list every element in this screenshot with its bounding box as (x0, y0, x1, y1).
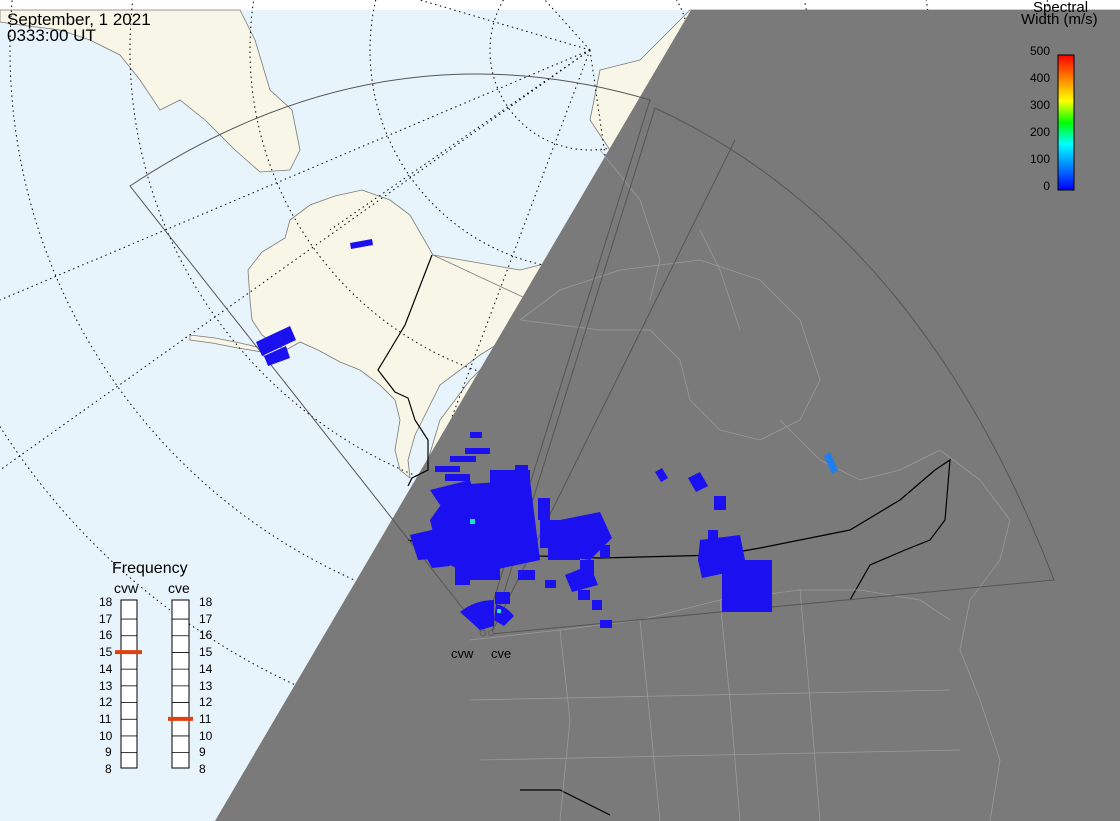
date-label: September, 1 2021 (7, 10, 151, 29)
frequency-scale-label-right: 14 (199, 661, 213, 676)
frequency-scale-label-left: 18 (99, 595, 113, 609)
colorbar-tick: 200 (1029, 125, 1050, 139)
frequency-radar-cve: cve (168, 580, 190, 596)
frequency-scale-label-right: 11 (199, 711, 212, 726)
frequency-scale-label-right: 10 (199, 728, 213, 743)
frequency-scale-label-right: 18 (199, 595, 213, 609)
frequency-gauge-cve (171, 599, 190, 769)
colorbar-tick: 300 (1029, 98, 1050, 112)
frequency-scale-label-right: 16 (199, 628, 213, 643)
frequency-scale-label-left: 10 (99, 728, 113, 743)
frequency-scale-label-left: 16 (99, 628, 113, 643)
colorbar-tick: 500 (1029, 44, 1050, 58)
night-shading (215, 10, 1120, 821)
frequency-markers (115, 650, 193, 721)
frequency-scale-label-left: 15 (99, 645, 113, 660)
echo-cells-high (470, 452, 838, 613)
colorbar (1057, 54, 1075, 191)
frequency-title: Frequency (112, 560, 188, 577)
radar-label-cve: cve (491, 646, 512, 661)
radar-label-cvw: cvw (451, 646, 474, 661)
frequency-scale-label-left: 17 (99, 611, 113, 626)
frequency-scale-label-right: 17 (199, 611, 213, 626)
frequency-scale-label-left: 13 (99, 678, 113, 693)
fov-cvw (129, 73, 651, 635)
frequency-scale-label-left: 8 (105, 762, 112, 776)
land-alaska (247, 189, 541, 479)
frequency-scale-label-left: 12 (99, 695, 113, 710)
frequency-scale-label-left: 9 (105, 745, 112, 760)
colorbar-title-line2: Width (m/s) (1021, 11, 1098, 28)
frequency-gauge-ticks (121, 618, 189, 754)
colorbar-tick: 400 (1029, 71, 1050, 85)
frequency-scale-label-right: 15 (199, 645, 213, 660)
frequency-radar-cvw: cvw (114, 580, 139, 596)
land-siberia (0, 9, 301, 173)
frequency-scale-label-right: 13 (199, 678, 213, 693)
frequency-gauge-cvw (120, 599, 138, 769)
fov-cve (490, 107, 1055, 635)
colorbar-tick: 100 (1029, 152, 1050, 166)
colorbar-title-line1: Spectral (1033, 0, 1089, 16)
time-label: 0333:00 UT (7, 26, 96, 45)
echo-cells (256, 239, 772, 630)
frequency-scale-label-left: 11 (99, 711, 112, 726)
radar-site-marker (479, 629, 487, 637)
frequency-scale-label-right: 8 (199, 762, 206, 776)
colorbar-tick: 0 (1043, 179, 1050, 193)
frequency-gauges (120, 599, 190, 769)
frequency-scale-label-right: 9 (199, 745, 206, 760)
frequency-scale-label-left: 14 (99, 661, 113, 676)
frequency-scale-label-right: 12 (199, 695, 213, 710)
